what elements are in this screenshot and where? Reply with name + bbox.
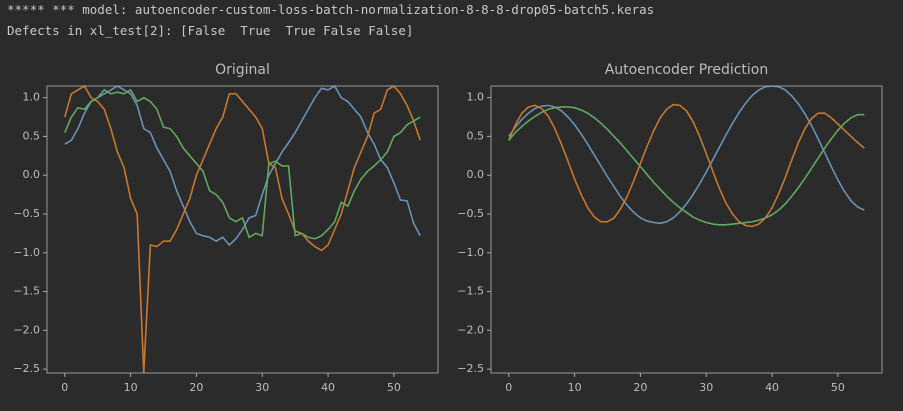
y-tick-label: −1.5 xyxy=(13,285,40,298)
x-tick-label: 20 xyxy=(189,381,203,394)
y-tick-label: −1.0 xyxy=(457,246,484,259)
series-line xyxy=(508,103,865,228)
series-line xyxy=(64,84,421,247)
series-line xyxy=(508,106,865,226)
y-tick-label: −1.5 xyxy=(457,285,484,298)
chart-title: Autoencoder Prediction xyxy=(605,62,769,78)
x-tick-label: 30 xyxy=(699,381,713,394)
y-tick-label: 1.0 xyxy=(23,91,41,104)
x-tick-label: 10 xyxy=(124,381,138,394)
defects-line: Defects in xl_test[2]: [False True True … xyxy=(7,23,414,38)
x-tick-label: 50 xyxy=(387,381,401,394)
x-tick-label: 40 xyxy=(321,381,335,394)
y-tick-label: −2.5 xyxy=(13,362,40,375)
y-tick-label: 0.0 xyxy=(467,168,485,181)
x-tick-label: 0 xyxy=(61,381,68,394)
y-tick-label: −0.5 xyxy=(457,207,484,220)
y-tick-label: 0.5 xyxy=(467,129,485,142)
y-tick-label: −1.0 xyxy=(13,246,40,259)
y-tick-label: −2.5 xyxy=(457,362,484,375)
model-line: ***** *** model: autoencoder-custom-loss… xyxy=(7,2,655,17)
x-tick-label: 30 xyxy=(255,381,269,394)
y-tick-label: −0.5 xyxy=(13,207,40,220)
plot-frame xyxy=(490,85,883,374)
x-tick-label: 50 xyxy=(831,381,845,394)
x-tick-label: 20 xyxy=(633,381,647,394)
series-line xyxy=(64,84,421,374)
series-line xyxy=(508,85,865,225)
x-tick-label: 0 xyxy=(505,381,512,394)
x-tick-label: 10 xyxy=(568,381,582,394)
series-line xyxy=(64,88,421,240)
chart-title: Original xyxy=(215,62,270,78)
x-tick-label: 40 xyxy=(765,381,779,394)
y-tick-label: −2.0 xyxy=(457,323,484,336)
y-tick-label: 0.0 xyxy=(23,168,41,181)
y-tick-label: −2.0 xyxy=(13,323,40,336)
y-tick-label: 0.5 xyxy=(23,129,41,142)
plot-frame xyxy=(46,85,439,374)
y-tick-label: 1.0 xyxy=(467,91,485,104)
